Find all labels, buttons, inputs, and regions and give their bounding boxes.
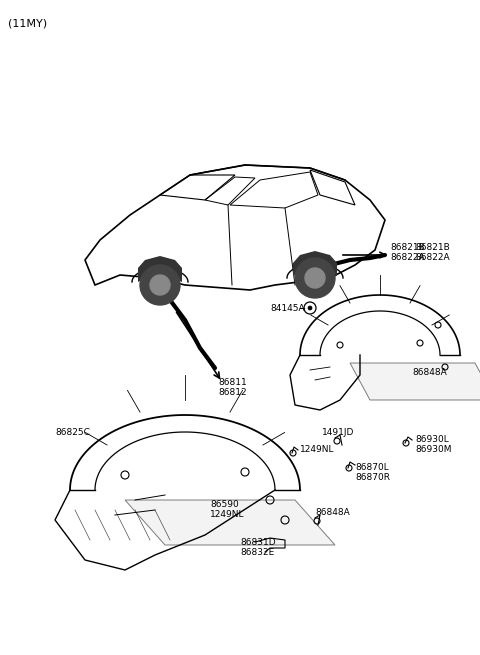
Text: 84145A: 84145A — [270, 304, 305, 313]
Text: 86811: 86811 — [218, 378, 247, 387]
Circle shape — [295, 258, 335, 298]
Text: 86821B: 86821B — [415, 243, 450, 252]
Text: 86832E: 86832E — [240, 548, 274, 557]
Text: 86930L: 86930L — [415, 435, 449, 444]
Text: 86822A: 86822A — [390, 253, 425, 262]
Text: 1249NL: 1249NL — [300, 445, 335, 454]
Text: 86812: 86812 — [218, 388, 247, 397]
Text: 86930M: 86930M — [415, 445, 452, 454]
Text: 86590: 86590 — [210, 500, 239, 509]
Text: 86870R: 86870R — [355, 473, 390, 482]
Text: 86822A: 86822A — [415, 253, 450, 262]
Circle shape — [305, 268, 325, 288]
Text: 86848A: 86848A — [315, 508, 350, 517]
Text: 86831D: 86831D — [240, 538, 276, 547]
Circle shape — [140, 265, 180, 305]
Text: 86825C: 86825C — [55, 428, 90, 437]
Text: 86870L: 86870L — [355, 463, 389, 472]
Text: 86821B: 86821B — [390, 243, 425, 252]
Polygon shape — [138, 256, 182, 282]
Polygon shape — [293, 251, 337, 276]
Text: 1491JD: 1491JD — [322, 428, 354, 437]
Text: 86848A: 86848A — [412, 368, 447, 377]
Circle shape — [150, 275, 170, 295]
Polygon shape — [350, 363, 480, 400]
Text: 1249NL: 1249NL — [210, 510, 244, 519]
Text: (11MY): (11MY) — [8, 18, 47, 28]
Polygon shape — [125, 500, 335, 545]
Circle shape — [308, 306, 312, 310]
